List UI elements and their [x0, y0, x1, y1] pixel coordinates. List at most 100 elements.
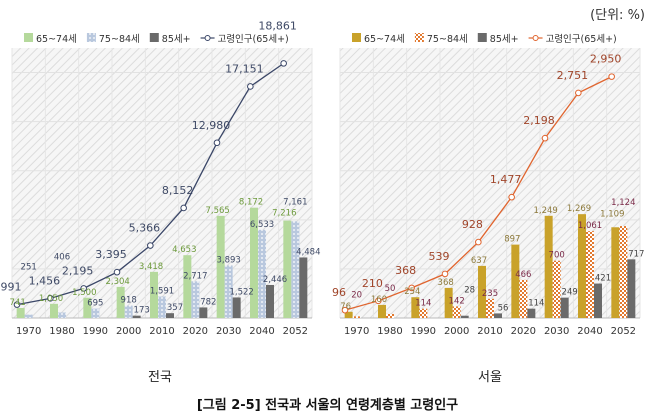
line-value-label: 12,980: [192, 119, 231, 132]
bar-1: [283, 220, 292, 318]
legend-swatch: [414, 33, 424, 42]
bar-value-label: 1,591: [150, 287, 174, 297]
bar-value-label: 741: [10, 298, 26, 308]
bar-value-label: 1,061: [578, 221, 602, 231]
line-value-label: 18,861: [258, 19, 297, 32]
x-tick-label: 2030: [544, 326, 569, 337]
x-tick-label: 1970: [16, 326, 41, 337]
bar-3: [594, 283, 602, 318]
legend-swatch: [477, 33, 487, 42]
bar-value-label: 1,269: [567, 204, 591, 214]
bar-2: [452, 306, 461, 318]
bar-value-label: 7,216: [272, 209, 296, 219]
line-point: [280, 60, 287, 67]
legend-label: 85세+: [162, 34, 191, 45]
bar-1: [378, 304, 386, 318]
bar-value-label: 695: [87, 299, 103, 309]
line-point: [80, 285, 87, 292]
bar-value-label: 897: [504, 235, 520, 245]
legend-label: 고령인구(65세+): [546, 33, 617, 45]
bar-1: [83, 297, 92, 318]
bar-2: [486, 298, 494, 318]
bar-value-label: 249: [562, 288, 578, 298]
bar-3: [232, 297, 241, 318]
line-value-label: 2,198: [523, 114, 555, 127]
x-tick-label: 2040: [249, 326, 274, 337]
bar-1: [511, 244, 520, 318]
bar-2: [619, 226, 628, 318]
legend-swatch: [352, 33, 361, 42]
line-value-label: 991: [1, 281, 22, 294]
x-tick-label: 1990: [83, 326, 108, 337]
x-tick-label: 2052: [283, 326, 308, 337]
bar-value-label: 357: [167, 303, 183, 313]
line-value-label: 2,751: [557, 69, 589, 82]
line-value-label: 210: [362, 277, 383, 290]
line-point: [47, 295, 54, 302]
bar-value-label: 254: [404, 287, 420, 297]
line-value-label: 8,152: [162, 184, 194, 197]
line-value-label: 368: [395, 264, 416, 277]
bar-1: [250, 207, 258, 318]
bar-2: [291, 221, 300, 318]
bar-2: [419, 308, 428, 318]
line-point: [408, 284, 415, 292]
legend-label: 고령인구(65세+): [218, 33, 289, 45]
line-value-label: 1,477: [490, 173, 522, 186]
bar-2: [519, 279, 528, 318]
bar-value-label: 8,172: [239, 198, 263, 208]
line-point: [541, 134, 549, 142]
bar-value-label: 7,161: [283, 197, 307, 207]
x-tick-label: 2000: [444, 326, 469, 337]
line-value-label: 2,195: [62, 264, 94, 277]
bar-2: [124, 305, 133, 318]
bar-3: [199, 307, 208, 318]
bar-value-label: 2,304: [105, 277, 129, 287]
bar-1: [478, 265, 486, 318]
bar-1: [150, 271, 158, 318]
bar-value-label: 114: [415, 299, 431, 309]
x-tick-label: 2020: [183, 326, 208, 337]
line-point: [375, 297, 382, 305]
x-tick-label: 1970: [344, 326, 369, 337]
line-value-label: 3,395: [95, 248, 127, 261]
legend-label: 65~74세: [36, 34, 77, 45]
line-point: [475, 238, 482, 246]
bar-value-label: 637: [471, 256, 487, 266]
bar-1: [578, 214, 586, 318]
bar-1: [611, 227, 620, 318]
bar-value-label: 2,446: [263, 275, 287, 285]
line-point: [147, 242, 154, 249]
line-value-label: 928: [462, 218, 483, 231]
line-point: [341, 306, 349, 314]
legend-label: 85세+: [490, 34, 519, 45]
bar-2: [91, 308, 100, 318]
line-point: [508, 193, 515, 201]
bar-value-label: 1,500: [72, 288, 96, 298]
bar-2: [552, 260, 561, 318]
line-value-label: 539: [429, 250, 450, 263]
x-tick-label: 2000: [116, 326, 141, 337]
bar-value-label: 421: [595, 274, 611, 284]
legend-marker-icon: [532, 35, 539, 41]
bar-value-label: 142: [449, 296, 465, 306]
bar-value-label: 251: [21, 263, 37, 273]
bar-3: [560, 297, 569, 318]
line-point: [608, 73, 615, 80]
bar-1: [216, 215, 225, 318]
bar-1: [183, 255, 192, 318]
bar-value-label: 7,565: [205, 206, 229, 216]
bar-value-label: 1,109: [600, 209, 624, 219]
bar-3: [299, 257, 308, 318]
bar-2: [586, 231, 594, 318]
bar-value-label: 1,249: [533, 206, 557, 216]
line-value-label: 17,151: [225, 62, 264, 75]
bar-2: [191, 281, 200, 318]
bar-2: [352, 316, 361, 318]
bar-value-label: 3,418: [139, 262, 163, 272]
x-tick-label: 1980: [49, 326, 74, 337]
line-point: [180, 204, 187, 212]
bar-2: [24, 314, 33, 318]
x-tick-label: 2010: [477, 326, 502, 337]
